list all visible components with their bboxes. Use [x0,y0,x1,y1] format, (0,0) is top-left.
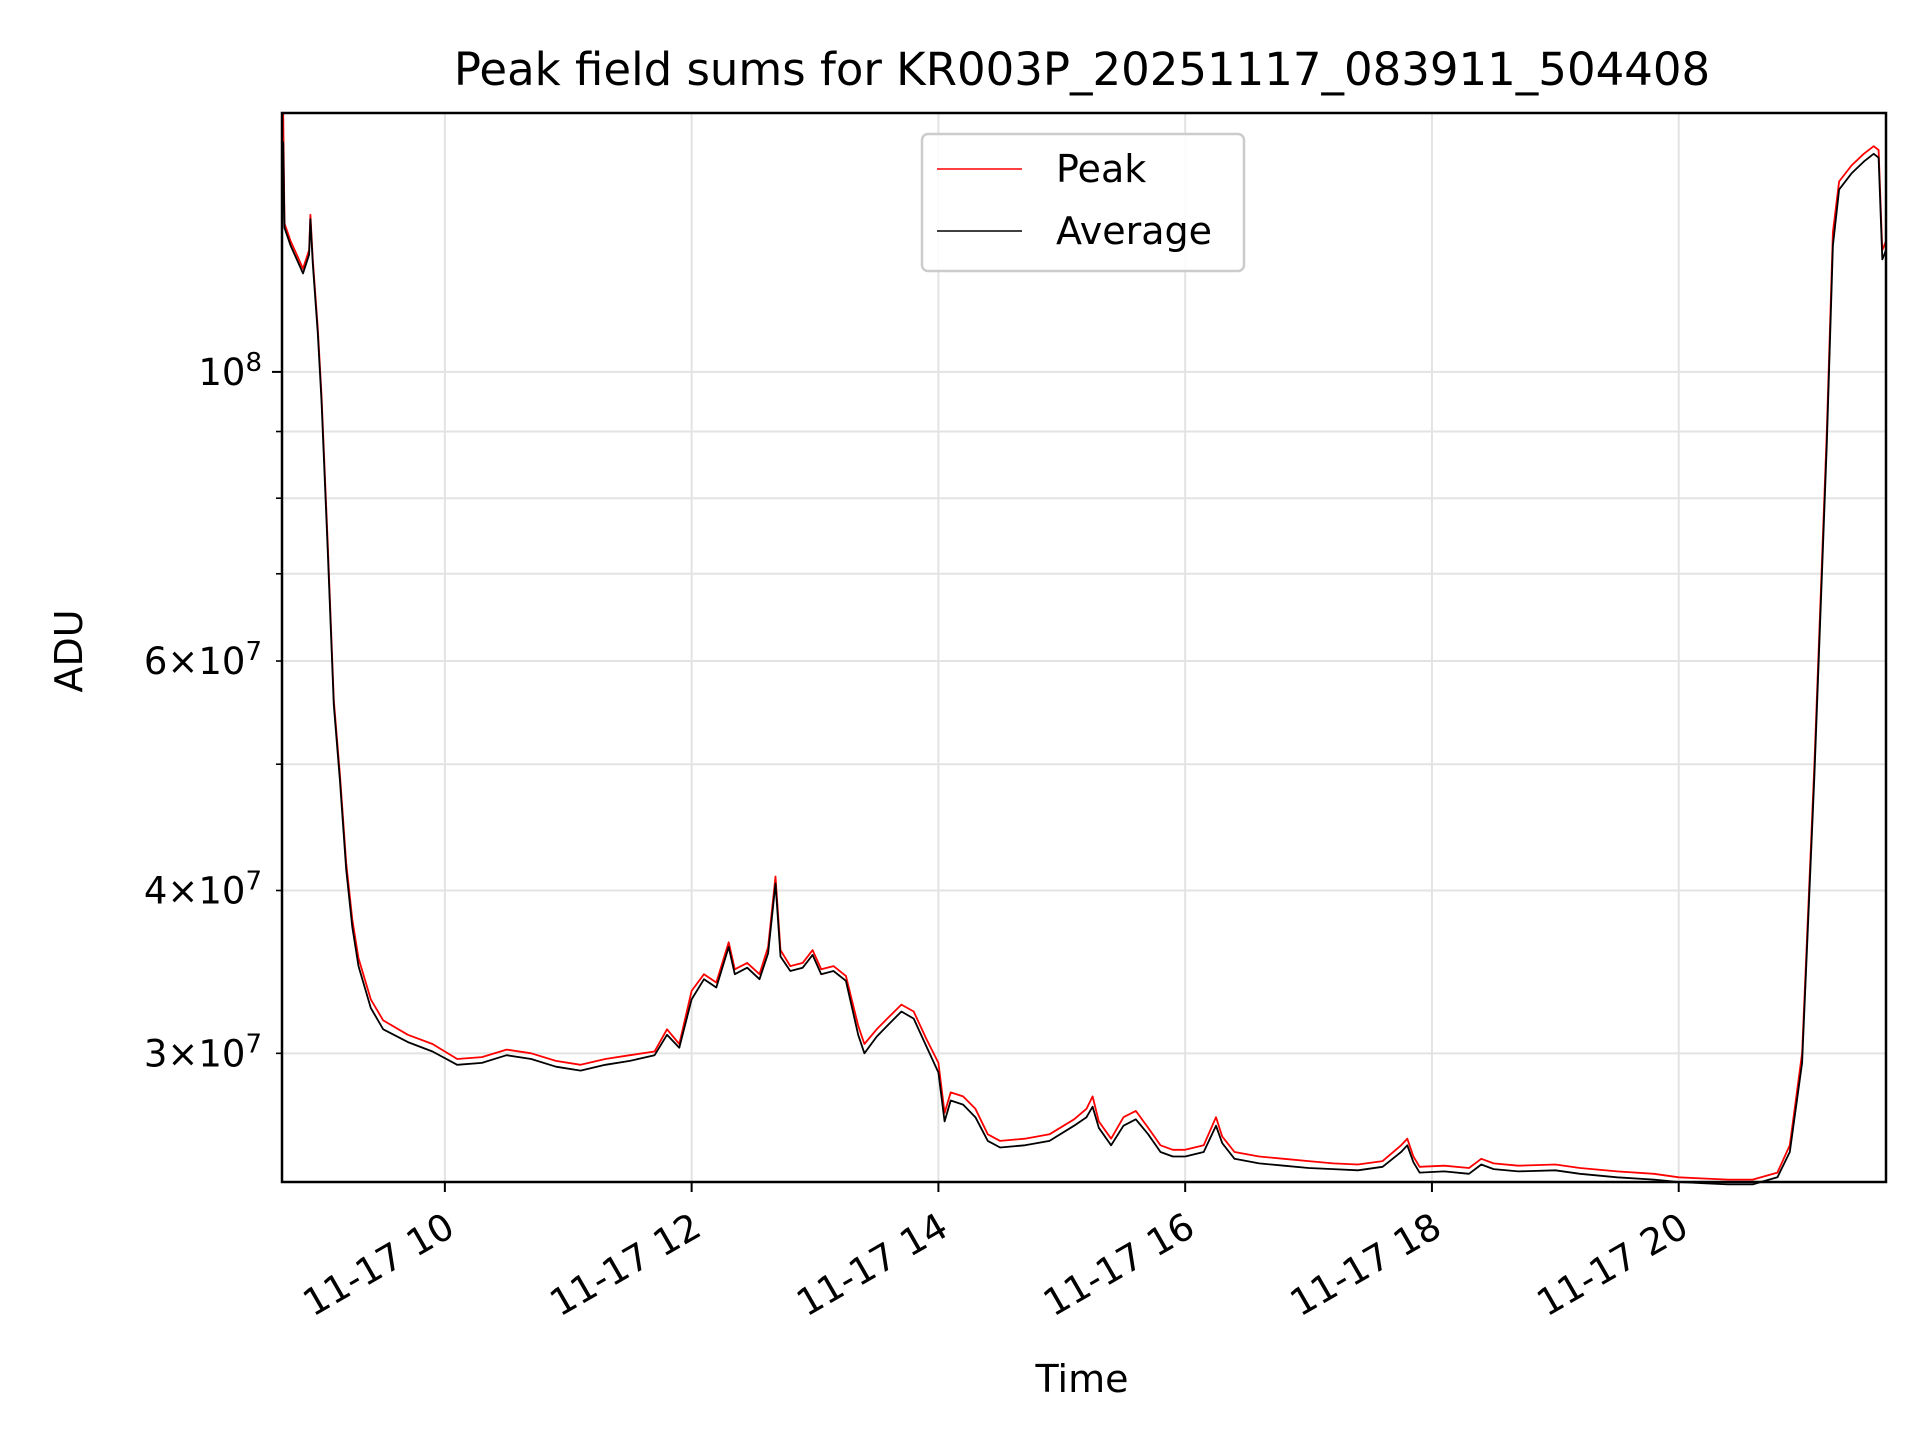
series-layer [281,112,1887,1186]
legend-label-peak: Peak [1056,147,1146,191]
y-tick-label: 108 [198,348,262,394]
y-axis-label: ADU [47,609,91,692]
legend: Peak Average [920,132,1246,273]
chart-title: Peak field sums for KR003P_20251117_0839… [454,43,1710,96]
series-line-peak [281,112,1887,1181]
plot-frame [280,111,1888,1184]
y-tick-label: 3×107 [144,1029,262,1075]
y-tick-label: 4×107 [144,867,262,913]
legend-label-average: Average [1056,209,1212,253]
grid-layer [282,113,1886,1182]
y-tick-label: 6×107 [144,637,262,683]
series-line-average [281,141,1887,1186]
x-axis-label: Time [1035,1357,1129,1401]
